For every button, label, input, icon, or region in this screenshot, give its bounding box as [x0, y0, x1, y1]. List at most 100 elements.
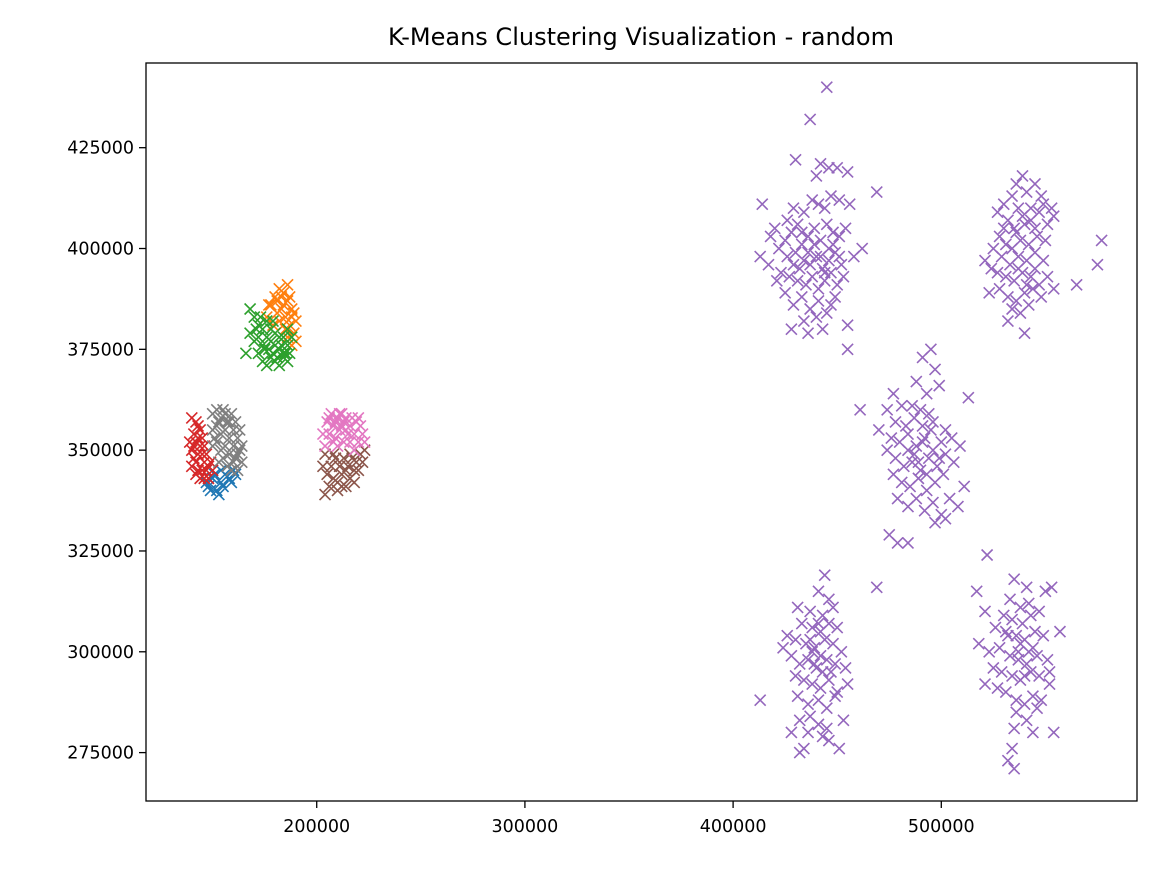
data-point — [1028, 246, 1042, 259]
data-point — [910, 375, 923, 388]
data-point — [887, 387, 900, 400]
data-point — [1018, 669, 1031, 683]
data-point — [837, 714, 850, 727]
data-point — [826, 238, 840, 251]
data-point — [912, 456, 925, 469]
data-point — [233, 444, 246, 457]
y-tick-label: 300000 — [67, 643, 134, 663]
data-point — [764, 230, 777, 243]
data-point — [271, 294, 284, 307]
data-point — [781, 214, 794, 227]
data-point — [1031, 649, 1044, 662]
data-point — [1043, 665, 1056, 679]
data-point — [1012, 202, 1025, 215]
data-point — [916, 436, 929, 449]
data-point — [287, 306, 300, 320]
y-tick-label: 325000 — [67, 542, 134, 562]
data-point — [804, 113, 817, 126]
data-point — [1033, 605, 1046, 618]
data-point — [1012, 262, 1025, 275]
data-point — [1020, 657, 1033, 670]
data-point — [783, 270, 796, 283]
data-point — [833, 230, 846, 243]
data-point — [801, 726, 815, 739]
data-point — [1039, 585, 1052, 598]
data-point — [323, 411, 336, 424]
data-point — [891, 492, 904, 505]
data-point — [795, 617, 808, 630]
data-point — [791, 690, 804, 703]
data-point — [918, 431, 931, 445]
data-point — [204, 484, 217, 497]
data-point — [885, 431, 898, 445]
data-point — [1035, 694, 1048, 707]
data-point — [926, 496, 940, 509]
data-point — [812, 718, 825, 731]
data-point — [797, 206, 810, 219]
data-point — [779, 234, 792, 247]
data-point — [1031, 702, 1044, 715]
data-point — [341, 460, 355, 473]
data-point — [1010, 706, 1023, 719]
data-point — [816, 262, 829, 275]
data-point — [329, 431, 342, 445]
data-point — [939, 423, 952, 437]
data-point — [839, 222, 852, 235]
data-point — [978, 677, 992, 691]
data-point — [258, 343, 271, 356]
data-point — [789, 153, 802, 166]
data-point — [216, 480, 230, 493]
data-point — [348, 444, 361, 457]
data-point — [916, 351, 929, 364]
data-point — [1047, 282, 1060, 295]
data-point — [901, 427, 915, 441]
cluster-series — [316, 444, 371, 501]
data-point — [341, 427, 355, 441]
data-point — [939, 512, 952, 525]
data-point — [804, 633, 817, 646]
chart-title: K-Means Clustering Visualization - rando… — [388, 23, 894, 51]
data-point — [870, 185, 883, 199]
cluster-series — [316, 407, 371, 457]
data-point — [824, 665, 838, 679]
y-axis-ticks: 275000 300000 325000 350000 375000 400000 4250… — [67, 139, 146, 764]
data-point — [1001, 214, 1014, 227]
data-point — [318, 488, 332, 501]
data-point — [323, 480, 336, 493]
data-point — [820, 306, 833, 320]
data-point — [1024, 609, 1037, 622]
data-point — [1008, 762, 1021, 775]
data-point — [266, 319, 280, 332]
data-point — [839, 661, 852, 674]
data-point — [897, 460, 910, 473]
data-point — [793, 262, 806, 275]
data-point — [999, 625, 1012, 638]
data-point — [989, 621, 1002, 634]
data-point — [1016, 210, 1029, 223]
data-point — [1001, 315, 1014, 328]
data-point — [985, 262, 998, 275]
data-point — [216, 403, 230, 416]
data-point — [810, 661, 823, 674]
data-point — [350, 456, 363, 469]
data-point — [841, 319, 854, 332]
data-point — [806, 270, 819, 283]
data-point — [1041, 270, 1054, 283]
data-point — [256, 355, 269, 368]
data-point — [812, 585, 825, 598]
data-point — [1028, 625, 1042, 638]
data-point — [287, 327, 300, 340]
data-point — [1022, 298, 1035, 312]
data-point — [997, 198, 1010, 211]
data-point — [208, 468, 221, 481]
data-point — [1033, 669, 1046, 683]
data-point — [801, 246, 815, 259]
data-point — [818, 266, 831, 279]
data-point — [339, 423, 352, 437]
data-point — [958, 480, 971, 493]
data-point — [244, 327, 257, 340]
data-point — [1003, 649, 1017, 662]
data-point — [1006, 302, 1019, 316]
data-point — [348, 464, 361, 477]
